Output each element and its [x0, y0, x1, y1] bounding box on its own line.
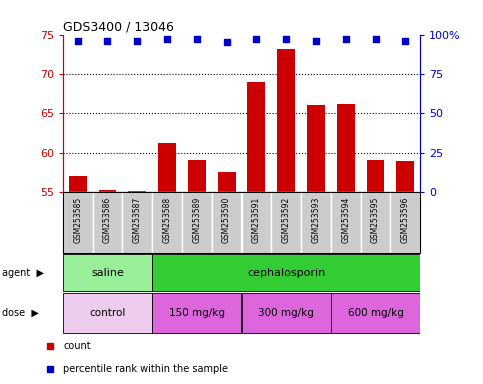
Point [312, 38, 320, 44]
Bar [247, 82, 265, 192]
Text: GSM253589: GSM253589 [192, 197, 201, 243]
Bar [63, 254, 152, 291]
Bar [152, 293, 242, 333]
Bar [277, 49, 295, 192]
Text: count: count [63, 341, 91, 351]
Bar [99, 190, 116, 192]
Bar [158, 143, 176, 192]
Text: control: control [89, 308, 126, 318]
Bar [63, 293, 152, 333]
Text: GSM253596: GSM253596 [401, 197, 410, 243]
Text: 150 mg/kg: 150 mg/kg [169, 308, 225, 318]
Bar [361, 192, 390, 253]
Bar [212, 192, 242, 253]
Bar [188, 160, 206, 192]
Bar [122, 192, 152, 253]
Text: agent  ▶: agent ▶ [2, 268, 44, 278]
Bar [331, 192, 361, 253]
Text: GSM253595: GSM253595 [371, 197, 380, 243]
Text: GDS3400 / 13046: GDS3400 / 13046 [63, 20, 174, 33]
Text: GSM253590: GSM253590 [222, 197, 231, 243]
Point [223, 40, 230, 46]
Bar [337, 104, 355, 192]
Point [282, 36, 290, 42]
Bar [69, 176, 86, 192]
Bar [397, 161, 414, 192]
Text: percentile rank within the sample: percentile rank within the sample [63, 364, 228, 374]
Bar [242, 192, 271, 253]
Text: GSM253591: GSM253591 [252, 197, 261, 243]
Text: GSM253593: GSM253593 [312, 197, 320, 243]
Point [133, 38, 141, 44]
Bar [218, 172, 236, 192]
Point [163, 36, 171, 42]
Point [372, 36, 380, 42]
Text: GSM253594: GSM253594 [341, 197, 350, 243]
Text: 600 mg/kg: 600 mg/kg [348, 308, 403, 318]
Bar [331, 293, 420, 333]
Point [193, 36, 201, 42]
Bar [152, 254, 420, 291]
Text: 300 mg/kg: 300 mg/kg [258, 308, 314, 318]
Point [74, 38, 82, 44]
Text: dose  ▶: dose ▶ [2, 308, 39, 318]
Bar [63, 192, 93, 253]
Point [104, 38, 112, 44]
Text: GSM253585: GSM253585 [73, 197, 82, 243]
Text: GSM253587: GSM253587 [133, 197, 142, 243]
Bar [367, 160, 384, 192]
Bar [271, 192, 301, 253]
Bar [307, 104, 325, 192]
Bar [242, 293, 331, 333]
Text: cephalosporin: cephalosporin [247, 268, 326, 278]
Text: GSM253592: GSM253592 [282, 197, 291, 243]
Bar [93, 192, 122, 253]
Point [253, 36, 260, 42]
Point [401, 38, 409, 44]
Bar [128, 191, 146, 192]
Text: saline: saline [91, 268, 124, 278]
Text: GSM253586: GSM253586 [103, 197, 112, 243]
Bar [390, 192, 420, 253]
Point [342, 36, 350, 42]
Text: GSM253588: GSM253588 [163, 197, 171, 243]
Bar [182, 192, 212, 253]
Bar [152, 192, 182, 253]
Bar [301, 192, 331, 253]
